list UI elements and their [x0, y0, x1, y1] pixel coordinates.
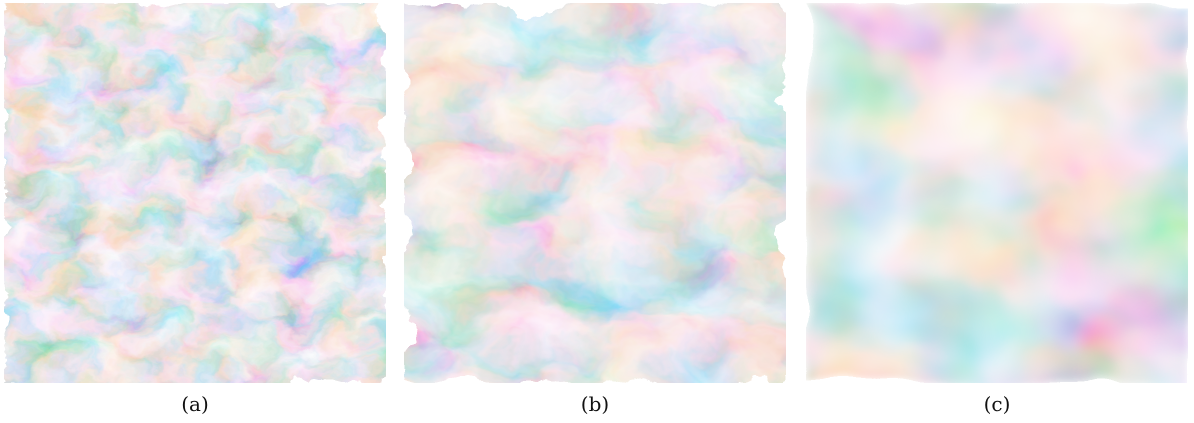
caption-c: (c) — [983, 392, 1011, 416]
turbulence-image-b — [404, 3, 786, 383]
caption-b: (b) — [580, 392, 610, 416]
turbulence-image-c — [806, 3, 1188, 383]
caption-a: (a) — [181, 392, 209, 416]
turbulence-image-a — [4, 3, 386, 383]
